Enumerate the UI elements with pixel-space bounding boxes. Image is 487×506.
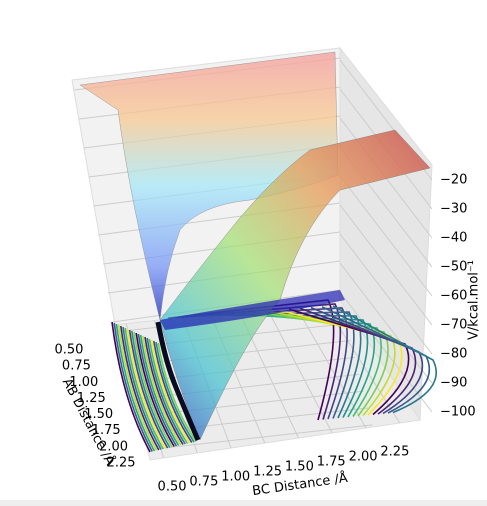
z-tick-label: −40 <box>440 231 467 246</box>
grid-line <box>339 291 433 413</box>
contour-line <box>137 333 178 447</box>
contour-line <box>115 323 156 452</box>
contour-line <box>128 329 169 449</box>
grid-line <box>339 175 433 297</box>
contour-line <box>148 338 189 444</box>
y-tick-label: 2.25 <box>380 445 409 460</box>
z-tick-label: −90 <box>440 376 467 391</box>
grid-line <box>266 307 333 434</box>
contour-line <box>189 307 348 420</box>
y-tick-label: 1.00 <box>221 470 250 485</box>
bottom-bar <box>0 500 487 506</box>
contour-line <box>131 330 171 448</box>
contour-line <box>146 337 186 445</box>
x-tick-label: 2.00 <box>99 439 128 454</box>
z-tick-label: −20 <box>440 173 467 188</box>
contour-line <box>126 328 167 449</box>
grid-line <box>339 233 433 355</box>
contour-line <box>135 332 175 447</box>
contour-line <box>124 327 164 450</box>
contour-line <box>144 336 184 445</box>
contour-line <box>150 339 191 444</box>
z-tick-label: −60 <box>440 289 467 304</box>
y-tick-label: 1.50 <box>285 460 314 475</box>
z-tick-label: −50 <box>440 260 467 275</box>
x-tick-label: 1.75 <box>92 423 121 438</box>
contour-line <box>113 322 153 452</box>
surface <box>79 51 431 441</box>
contour-line <box>117 324 158 451</box>
z-tick-label: −70 <box>440 318 467 333</box>
contour-line <box>122 326 162 450</box>
x-tick-label: 1.25 <box>77 391 106 406</box>
y-tick-label: 0.75 <box>189 475 218 490</box>
grid-line <box>339 204 433 326</box>
x-tick-label: 1.00 <box>69 375 98 390</box>
x-tick-label: 1.50 <box>84 407 113 422</box>
y-tick-label: 1.25 <box>253 465 282 480</box>
y-tick-label: 1.75 <box>317 455 346 470</box>
y-tick-label: 2.00 <box>349 450 378 465</box>
z-tick-label: −80 <box>440 347 467 362</box>
contour-line <box>111 321 151 453</box>
contour-line <box>155 341 195 443</box>
x-tick-label: 0.50 <box>54 342 83 357</box>
z-tick-label: −30 <box>440 202 467 217</box>
contour-line <box>332 305 437 414</box>
contour-line <box>120 325 160 451</box>
contour-line <box>153 340 193 443</box>
x-tick-label: 2.25 <box>107 456 136 471</box>
z-tick-label: −100 <box>440 405 476 420</box>
x-tick-label: 0.75 <box>62 359 91 374</box>
z-axis-label: V/kcal.mol⁻¹ <box>467 260 482 340</box>
grid-line <box>147 424 373 451</box>
contour-line <box>139 334 180 446</box>
contour-line <box>200 311 355 419</box>
contour-line <box>157 342 197 442</box>
contours <box>111 299 437 453</box>
grid-line <box>138 390 364 417</box>
grid-line <box>339 262 433 384</box>
contour-line <box>142 335 182 446</box>
contour-line <box>178 303 342 420</box>
contour-line <box>133 331 173 448</box>
y-tick-label: 0.50 <box>158 480 187 495</box>
